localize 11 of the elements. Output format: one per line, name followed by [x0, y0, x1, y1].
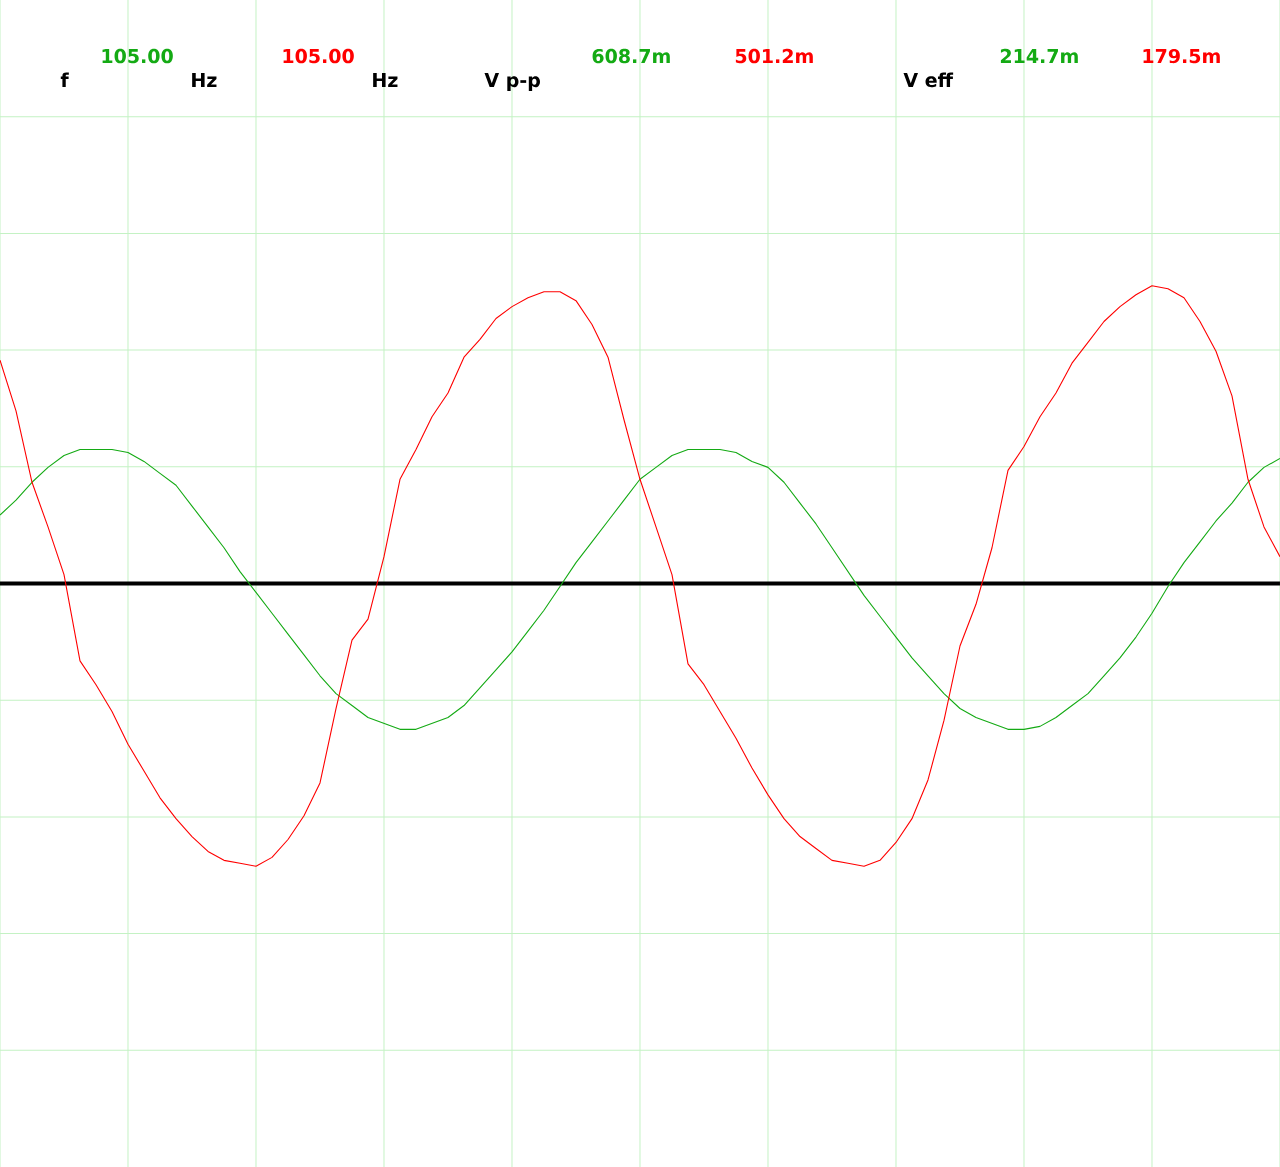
- text: Hz: [373, 73, 398, 87]
- text: 105.00: [283, 48, 354, 64]
- text: 179.5m: [1143, 48, 1220, 64]
- text: Hz: [192, 73, 217, 87]
- text: f: [60, 72, 69, 87]
- text: V eff: [903, 72, 954, 88]
- text: 608.7m: [592, 48, 670, 64]
- text: 501.2m: [735, 48, 813, 64]
- text: 214.7m: [1000, 48, 1078, 63]
- text: V p-p: [484, 73, 540, 91]
- text: 105.00: [102, 48, 173, 64]
